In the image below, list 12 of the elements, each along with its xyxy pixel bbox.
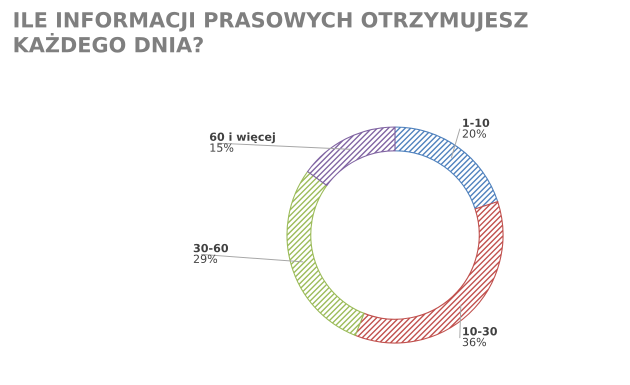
donut-slice xyxy=(286,170,365,336)
slice-label: 30-60 xyxy=(194,244,228,252)
donut-slice xyxy=(307,126,396,186)
data-label: 29% xyxy=(194,254,218,264)
data-label: 15% xyxy=(210,143,234,152)
data-label: 36% xyxy=(462,338,486,346)
slice-label: 10-30 xyxy=(463,327,497,336)
data-label: 20% xyxy=(462,129,486,138)
slice-label: 1-10 xyxy=(463,118,490,128)
slice-label: 60 i więcej xyxy=(210,132,275,144)
chart-title: ILE INFORMACJI PRASOWYCH OTRZYMUJESZ KAŻDEGO DNIA? xyxy=(14,12,528,53)
donut-slice xyxy=(394,126,498,210)
